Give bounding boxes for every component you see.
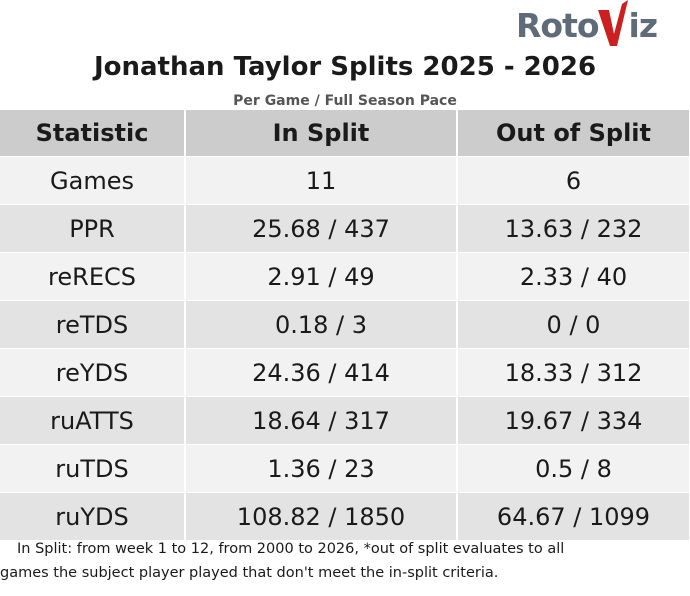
statistic-cell: reTDS	[0, 300, 186, 349]
out-of-split-cell: 0.5 / 8	[457, 444, 690, 493]
table-header-row: Statistic In Split Out of Split	[0, 110, 690, 157]
statistic-cell: reRECS	[0, 252, 186, 301]
in-split-cell: 108.82 / 1850	[185, 492, 458, 541]
statistic-cell: reYDS	[0, 348, 186, 397]
out-of-split-cell: 13.63 / 232	[457, 204, 690, 253]
footnote-line-1: In Split: from week 1 to 12, from 2000 t…	[17, 541, 565, 557]
in-split-cell: 18.64 / 317	[185, 396, 458, 445]
logo-text-suffix: iz	[628, 6, 659, 45]
statistic-cell: PPR	[0, 204, 186, 253]
in-split-cell: 0.18 / 3	[185, 300, 458, 349]
logo-v-icon	[597, 0, 629, 48]
out-of-split-cell: 19.67 / 334	[457, 396, 690, 445]
out-of-split-cell: 64.67 / 1099	[457, 492, 690, 541]
page-title: Jonathan Taylor Splits 2025 - 2026	[93, 52, 597, 82]
header-out-of-split: Out of Split	[457, 110, 690, 157]
table-row: ruYDS 108.82 / 1850 64.67 / 1099	[0, 492, 690, 541]
statistic-cell: ruATTS	[0, 396, 186, 445]
page-subtitle: Per Game / Full Season Pace	[233, 93, 457, 109]
footnote-line-2: games the subject player played that don…	[0, 565, 499, 581]
table-row: reTDS 0.18 / 3 0 / 0	[0, 300, 690, 349]
logo-text-prefix: Roto	[516, 6, 600, 45]
in-split-cell: 11	[185, 156, 458, 205]
out-of-split-cell: 18.33 / 312	[457, 348, 690, 397]
statistic-cell: ruTDS	[0, 444, 186, 493]
in-split-cell: 1.36 / 23	[185, 444, 458, 493]
in-split-cell: 2.91 / 49	[185, 252, 458, 301]
table-row: PPR 25.68 / 437 13.63 / 232	[0, 204, 690, 253]
out-of-split-cell: 0 / 0	[457, 300, 690, 349]
rotoviz-logo: Roto iz	[516, 0, 659, 48]
table-row: reRECS 2.91 / 49 2.33 / 40	[0, 252, 690, 301]
splits-table: Statistic In Split Out of Split Games 11…	[0, 110, 690, 541]
in-split-cell: 24.36 / 414	[185, 348, 458, 397]
out-of-split-cell: 6	[457, 156, 690, 205]
statistic-cell: ruYDS	[0, 492, 186, 541]
table-row: reYDS 24.36 / 414 18.33 / 312	[0, 348, 690, 397]
table-row: ruATTS 18.64 / 317 19.67 / 334	[0, 396, 690, 445]
header-statistic: Statistic	[0, 110, 186, 157]
header-in-split: In Split	[185, 110, 458, 157]
table-row: Games 11 6	[0, 156, 690, 205]
out-of-split-cell: 2.33 / 40	[457, 252, 690, 301]
in-split-cell: 25.68 / 437	[185, 204, 458, 253]
statistic-cell: Games	[0, 156, 186, 205]
table-row: ruTDS 1.36 / 23 0.5 / 8	[0, 444, 690, 493]
footnote: In Split: from week 1 to 12, from 2000 t…	[0, 537, 690, 585]
